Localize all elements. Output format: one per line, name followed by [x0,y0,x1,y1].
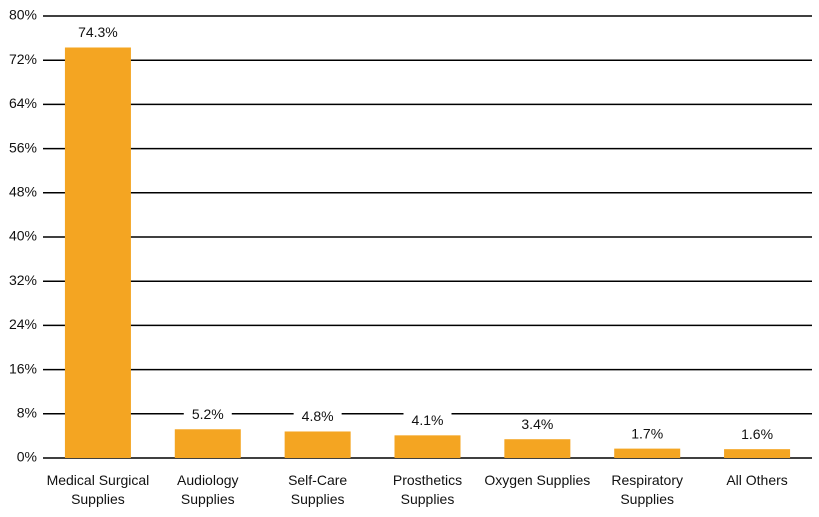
y-tick-label: 32% [9,272,37,288]
y-tick-label: 0% [17,449,37,465]
bar [724,449,791,458]
bar [284,431,351,458]
y-tick-label: 16% [9,360,37,376]
y-tick-label: 64% [9,95,37,111]
value-label-bg [73,24,122,43]
bar [504,439,571,458]
value-label-bg [403,412,452,431]
value-label-bg [513,416,562,435]
bar [174,429,241,458]
value-label: 1.7% [631,425,663,441]
y-tick-label: 80% [9,7,37,23]
value-label-bg [293,408,342,427]
y-tick-label: 56% [9,139,37,155]
x-tick-label: Audiology Supplies [177,472,239,507]
y-tick-label: 24% [9,316,37,332]
value-label: 1.6% [741,426,773,442]
value-label: 3.4% [521,416,553,432]
x-tick-label: Prosthetics Supplies [392,472,463,507]
value-label: 4.1% [412,412,444,428]
x-tick-label: Respiratory Supplies [611,472,683,507]
y-tick-label: 48% [9,184,37,200]
value-label-bg [733,426,782,445]
value-label: 4.8% [302,408,334,424]
y-tick-label: 72% [9,51,37,67]
bar [614,448,681,458]
x-tick-label: Medical Surgical Supplies [46,472,150,507]
bar [394,435,461,458]
value-label-bg [623,425,672,444]
value-label-bg [183,406,232,425]
value-label: 74.3% [78,24,118,40]
y-tick-label: 40% [9,228,37,244]
x-tick-label: Self-Care Supplies [288,472,348,507]
x-tick-label: All Others [726,472,788,488]
value-label: 5.2% [192,406,224,422]
y-tick-label: 8% [17,405,37,421]
x-tick-label: Oxygen Supplies [484,472,591,488]
bar [64,47,131,459]
